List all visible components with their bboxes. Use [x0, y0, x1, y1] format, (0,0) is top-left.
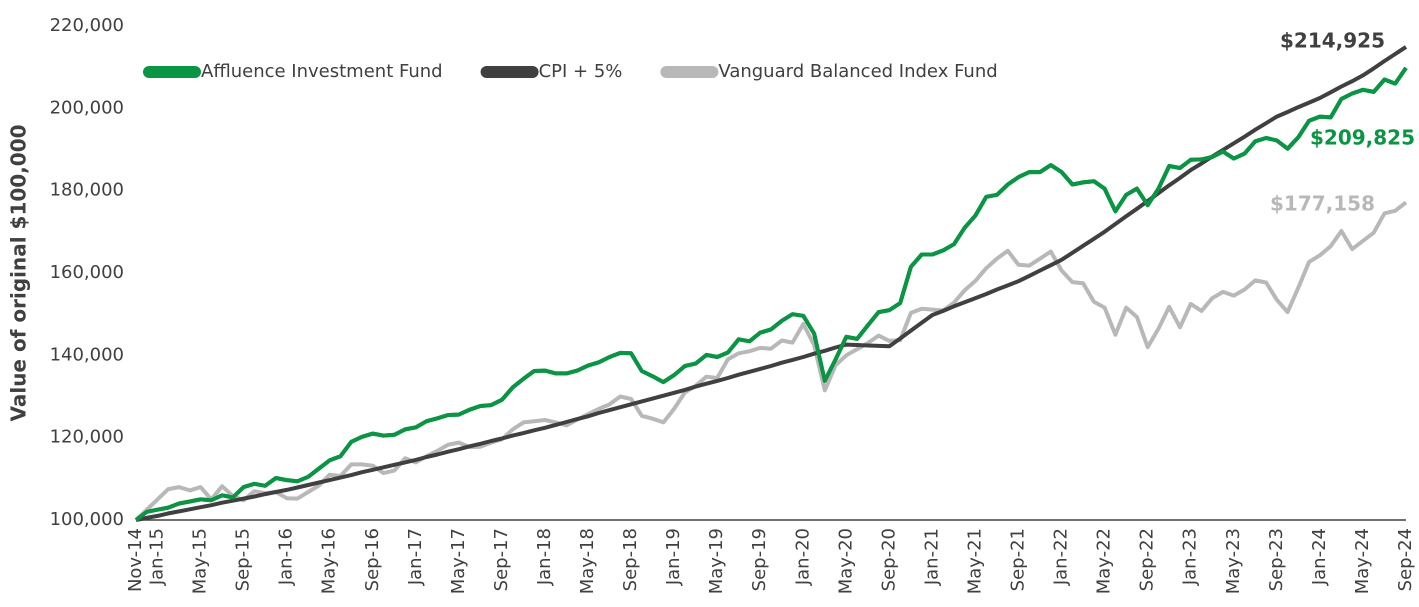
legend-label: CPI + 5% — [539, 61, 623, 82]
end-label: $177,158 — [1270, 192, 1375, 216]
x-tick-label: Sep-23 — [1266, 528, 1287, 591]
x-tick-label: Jan-22 — [1051, 528, 1072, 586]
x-tick-label: May-18 — [577, 528, 598, 594]
end-label: $214,925 — [1280, 29, 1385, 53]
y-tick-label: 200,000 — [50, 97, 124, 118]
x-tick-label: Jan-15 — [147, 528, 168, 586]
x-tick-label: Jan-18 — [534, 528, 555, 586]
legend-item: CPI + 5% — [480, 61, 623, 82]
series-line — [134, 66, 1408, 522]
x-tick-label: Sep-18 — [620, 528, 641, 591]
x-tick-label: May-23 — [1223, 528, 1244, 594]
x-tick-label: May-21 — [964, 528, 985, 594]
y-tick-label: 220,000 — [50, 15, 124, 36]
x-tick-label: Jan-16 — [276, 528, 297, 586]
x-tick-label: Jan-21 — [921, 528, 942, 586]
x-tick-label: Sep-22 — [1137, 528, 1158, 591]
y-axis-title: Value of original $100,000 — [7, 124, 31, 421]
y-tick-label: 160,000 — [50, 262, 124, 283]
x-tick-label: Jan-23 — [1180, 528, 1201, 586]
x-tick-label: Sep-21 — [1008, 528, 1029, 591]
series-line — [135, 45, 1408, 522]
legend-label: Affluence Investment Fund — [201, 61, 443, 82]
series-line — [134, 200, 1408, 522]
y-tick-label: 180,000 — [50, 180, 124, 201]
y-tick-label: 140,000 — [50, 344, 124, 365]
x-tick-label: Sep-15 — [233, 528, 254, 591]
x-tick-label: May-17 — [448, 528, 469, 594]
x-tick-label: Sep-24 — [1395, 528, 1416, 591]
legend-label: Vanguard Balanced Index Fund — [718, 61, 997, 82]
x-tick-label: Jan-20 — [792, 528, 813, 586]
x-tick-label: May-15 — [190, 528, 211, 594]
legend-item: Affluence Investment Fund — [143, 61, 443, 82]
x-tick-label: May-22 — [1094, 528, 1115, 594]
y-tick-label: 100,000 — [50, 509, 124, 530]
end-label: $209,825 — [1310, 126, 1415, 150]
x-tick-label: Sep-16 — [362, 528, 383, 591]
x-tick-label: Jan-24 — [1309, 528, 1330, 586]
legend-item: Vanguard Balanced Index Fund — [660, 61, 998, 82]
x-tick-label: May-16 — [319, 528, 340, 594]
x-tick-label: May-24 — [1352, 528, 1373, 594]
x-tick-label: Jan-19 — [663, 528, 684, 586]
x-tick-label: Sep-19 — [749, 528, 770, 591]
x-tick-label: May-19 — [706, 528, 727, 594]
y-tick-label: 120,000 — [50, 427, 124, 448]
x-tick-label: Sep-17 — [491, 528, 512, 591]
x-tick-label: Jan-17 — [405, 528, 426, 586]
x-tick-label: Sep-20 — [878, 528, 899, 591]
x-tick-label: Nov-14 — [125, 528, 146, 592]
x-tick-label: May-20 — [835, 528, 856, 594]
